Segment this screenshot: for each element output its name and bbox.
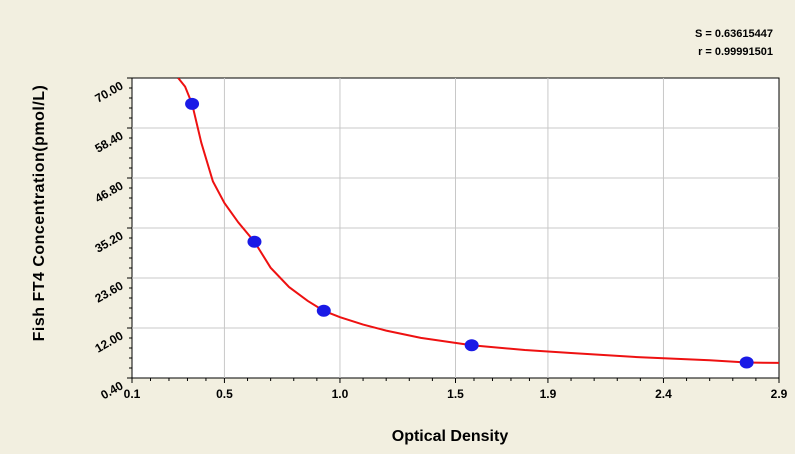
stat-r: r = 0.99991501 <box>698 46 773 58</box>
x-tick-label: 2.4 <box>655 387 672 401</box>
grid <box>132 78 779 378</box>
x-tick-label: 1.5 <box>447 387 464 401</box>
y-tick-label: 70.00 <box>92 78 125 105</box>
x-tick-label: 1.9 <box>540 387 557 401</box>
x-tick-label: 1.0 <box>332 387 349 401</box>
y-tick-label: 12.00 <box>92 328 125 355</box>
y-tick-label: 58.40 <box>92 128 125 155</box>
x-axis-label: Optical Density <box>391 428 509 445</box>
data-point <box>739 356 754 369</box>
data-point <box>316 304 331 317</box>
data-point <box>464 339 479 352</box>
x-tick-label: 0.1 <box>124 387 141 401</box>
stat-s: S = 0.63615447 <box>695 28 773 40</box>
y-tick-label: 46.80 <box>92 178 125 205</box>
data-point <box>185 97 200 110</box>
y-tick-label: 35.20 <box>92 228 125 255</box>
y-axis-label: Fish FT4 Concentration(pmol/L) <box>31 84 48 342</box>
x-tick-label: 0.5 <box>216 387 233 401</box>
data-point <box>247 235 262 248</box>
x-tick-label: 2.9 <box>771 387 788 401</box>
y-tick-label: 23.60 <box>92 278 125 305</box>
data-points <box>185 97 754 369</box>
y-tick-label: 0.40 <box>98 378 126 402</box>
